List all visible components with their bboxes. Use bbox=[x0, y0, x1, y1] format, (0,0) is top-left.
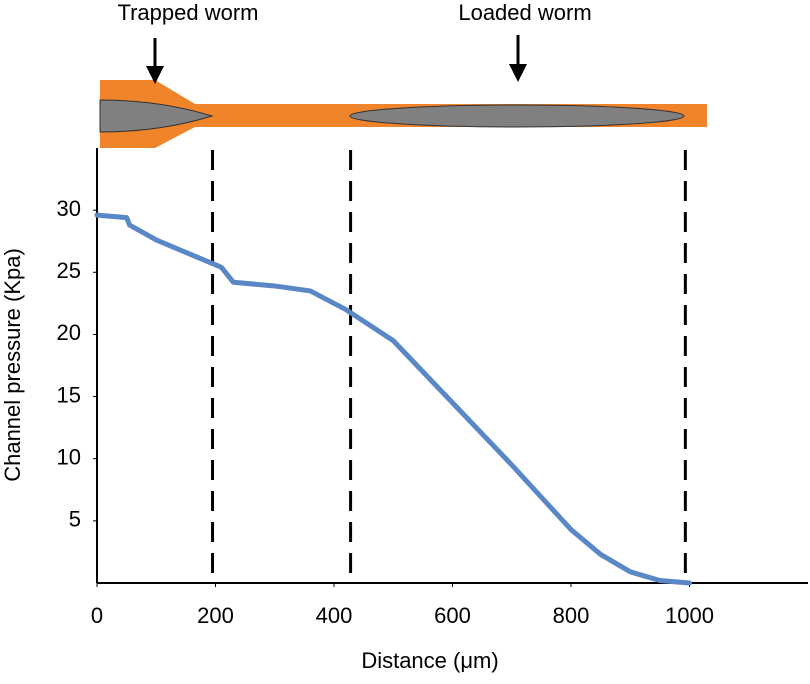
y-tick-label: 30 bbox=[57, 196, 81, 221]
trapped-worm bbox=[99, 99, 214, 133]
x-tick-label: 800 bbox=[553, 603, 590, 628]
y-tick-label: 5 bbox=[69, 507, 81, 532]
y-tick-label: 25 bbox=[57, 258, 81, 283]
x-tick-label: 400 bbox=[316, 603, 353, 628]
annotation: Loaded worm bbox=[458, 0, 591, 25]
y-tick-label: 10 bbox=[57, 445, 81, 470]
x-tick-label: 0 bbox=[91, 603, 103, 628]
data-line bbox=[94, 212, 692, 586]
loaded-worm bbox=[349, 104, 685, 128]
plot: 5 10 15 20 25 30 0 200 400 600 800 1000 bbox=[57, 148, 808, 628]
arrow-head bbox=[146, 66, 164, 84]
x-tick-label: 600 bbox=[434, 603, 471, 628]
x-axis-label: Distance (μm) bbox=[361, 648, 498, 673]
y-tick-label: 15 bbox=[57, 382, 81, 407]
channel-diagram: Trapped worm Loaded worm bbox=[99, 0, 707, 148]
arrow-head bbox=[509, 64, 527, 82]
x-tick-label: 1000 bbox=[665, 603, 714, 628]
annotation: Trapped worm bbox=[117, 0, 258, 25]
y-tick-label: 20 bbox=[57, 320, 81, 345]
x-tick-label: 200 bbox=[197, 603, 234, 628]
y-axis-label: Channel pressure (Kpa) bbox=[0, 248, 25, 482]
